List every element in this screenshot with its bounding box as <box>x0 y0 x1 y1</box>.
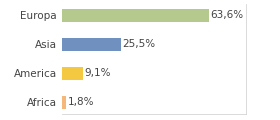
Text: 25,5%: 25,5% <box>122 39 155 49</box>
Bar <box>62 96 66 109</box>
Bar <box>62 9 209 22</box>
Text: 63,6%: 63,6% <box>210 10 244 20</box>
Bar <box>62 38 120 51</box>
Bar <box>62 67 83 80</box>
Text: 9,1%: 9,1% <box>85 68 111 78</box>
Text: 1,8%: 1,8% <box>67 97 94 107</box>
